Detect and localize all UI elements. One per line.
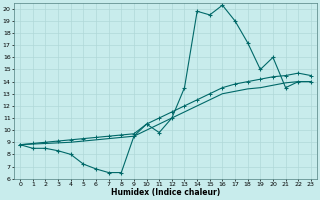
X-axis label: Humidex (Indice chaleur): Humidex (Indice chaleur) — [111, 188, 220, 197]
